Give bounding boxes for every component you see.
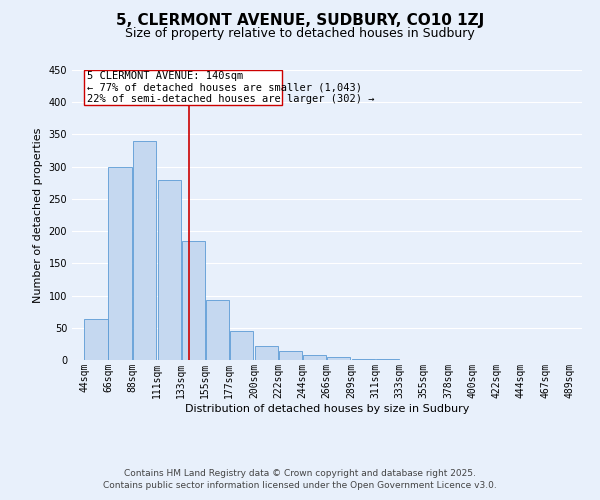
Bar [206,300,229,360]
Bar [133,141,155,360]
Bar [303,356,326,360]
Text: 5 CLERMONT AVENUE: 140sqm
← 77% of detached houses are smaller (1,043)
22% of se: 5 CLERMONT AVENUE: 140sqm ← 77% of detac… [87,72,375,104]
X-axis label: Distribution of detached houses by size in Sudbury: Distribution of detached houses by size … [185,404,469,413]
Text: 5, CLERMONT AVENUE, SUDBURY, CO10 1ZJ: 5, CLERMONT AVENUE, SUDBURY, CO10 1ZJ [116,12,484,28]
Text: Size of property relative to detached houses in Sudbury: Size of property relative to detached ho… [125,28,475,40]
FancyBboxPatch shape [84,70,281,106]
Bar [255,346,278,360]
Bar [279,351,302,360]
Bar [85,320,107,360]
Y-axis label: Number of detached properties: Number of detached properties [33,128,43,302]
Text: Contains HM Land Registry data © Crown copyright and database right 2025.: Contains HM Land Registry data © Crown c… [124,468,476,477]
Bar [158,180,181,360]
Bar [109,166,131,360]
Text: Contains public sector information licensed under the Open Government Licence v3: Contains public sector information licen… [103,481,497,490]
Bar [352,358,375,360]
Bar [230,331,253,360]
Bar [182,241,205,360]
Bar [327,357,350,360]
